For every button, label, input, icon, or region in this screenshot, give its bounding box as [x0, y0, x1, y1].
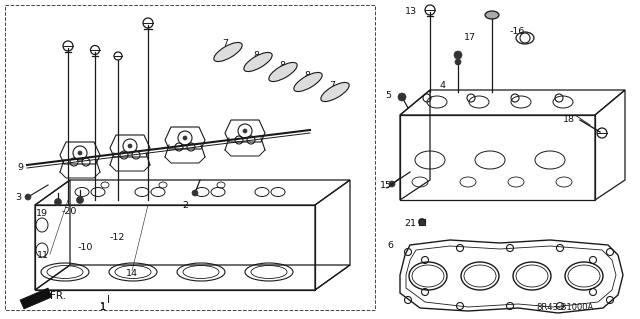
- Ellipse shape: [294, 72, 322, 92]
- Text: -12: -12: [110, 234, 125, 242]
- Polygon shape: [20, 288, 52, 309]
- Text: 19: 19: [36, 209, 48, 218]
- Circle shape: [419, 219, 426, 226]
- Circle shape: [77, 197, 83, 204]
- Text: 4: 4: [440, 80, 446, 90]
- Ellipse shape: [269, 63, 297, 82]
- Text: 11: 11: [37, 251, 49, 261]
- Circle shape: [192, 190, 198, 196]
- Text: 18: 18: [563, 115, 575, 124]
- Text: 8R43-B1000A: 8R43-B1000A: [536, 302, 593, 311]
- Circle shape: [128, 144, 132, 148]
- Text: 8: 8: [304, 71, 310, 80]
- Circle shape: [454, 51, 462, 59]
- Text: FR.: FR.: [50, 291, 66, 301]
- Text: 2: 2: [182, 201, 188, 210]
- Text: 7: 7: [329, 81, 335, 91]
- Text: 8: 8: [253, 50, 259, 60]
- Text: -10: -10: [78, 243, 93, 253]
- Text: 1: 1: [100, 302, 106, 311]
- Circle shape: [489, 12, 495, 18]
- Text: 3: 3: [15, 192, 21, 202]
- Circle shape: [78, 151, 82, 155]
- Text: 13: 13: [405, 6, 417, 16]
- Circle shape: [243, 129, 247, 133]
- Text: 14: 14: [126, 269, 138, 278]
- Text: -20: -20: [62, 207, 77, 217]
- Ellipse shape: [214, 42, 242, 62]
- Text: 5: 5: [385, 91, 391, 100]
- Circle shape: [389, 181, 395, 187]
- Circle shape: [25, 194, 31, 200]
- Ellipse shape: [321, 82, 349, 101]
- Text: 8: 8: [279, 62, 285, 70]
- Text: -16: -16: [510, 27, 525, 36]
- Circle shape: [398, 93, 406, 101]
- Text: 21: 21: [404, 219, 416, 228]
- Circle shape: [54, 198, 61, 205]
- Bar: [419, 219, 425, 225]
- Text: 1: 1: [100, 302, 106, 312]
- Circle shape: [455, 59, 461, 65]
- Text: 9: 9: [17, 162, 23, 172]
- Text: 17: 17: [464, 33, 476, 41]
- Text: 15: 15: [380, 181, 392, 189]
- Text: 6: 6: [387, 241, 393, 249]
- Ellipse shape: [485, 11, 499, 19]
- Ellipse shape: [244, 52, 272, 71]
- Text: 7: 7: [222, 40, 228, 48]
- Circle shape: [183, 136, 187, 140]
